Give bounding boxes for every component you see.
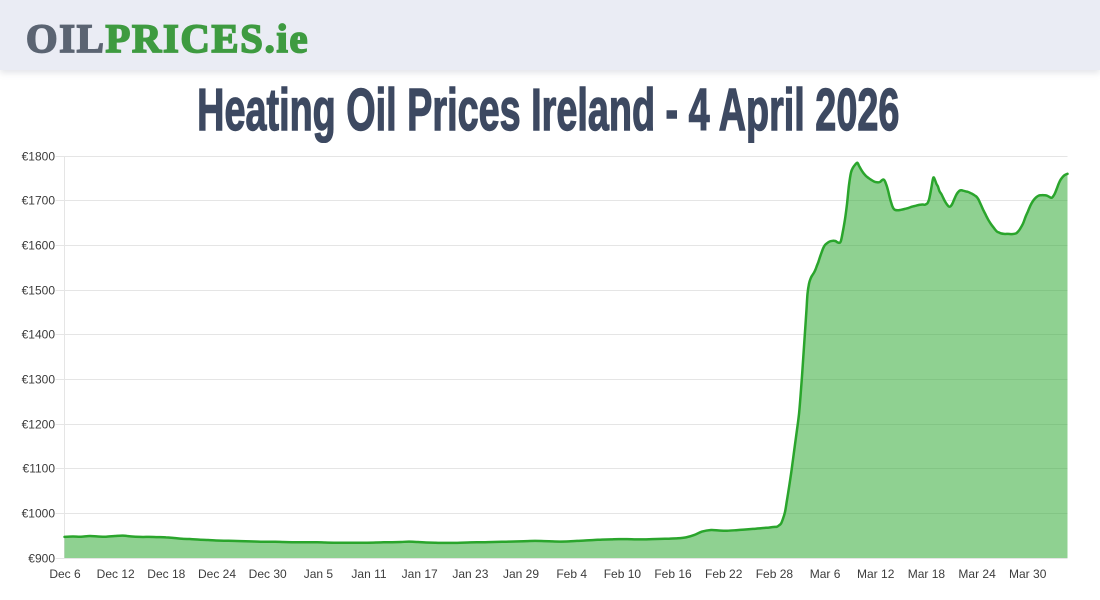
svg-text:Mar 24: Mar 24: [958, 567, 996, 581]
svg-text:Jan 5: Jan 5: [304, 567, 334, 581]
svg-text:€1200: €1200: [22, 418, 56, 432]
svg-text:€1600: €1600: [22, 239, 56, 253]
svg-text:Dec 24: Dec 24: [198, 567, 236, 581]
svg-text:€900: €900: [28, 552, 55, 566]
svg-text:Feb 16: Feb 16: [654, 567, 692, 581]
svg-text:Mar 30: Mar 30: [1009, 567, 1047, 581]
svg-text:Feb 10: Feb 10: [604, 567, 642, 581]
svg-text:Mar 18: Mar 18: [908, 567, 946, 581]
svg-text:Mar 6: Mar 6: [810, 567, 841, 581]
svg-text:Dec 6: Dec 6: [49, 567, 81, 581]
svg-text:Dec 18: Dec 18: [147, 567, 185, 581]
svg-text:€1300: €1300: [22, 373, 56, 387]
svg-text:€1100: €1100: [23, 462, 56, 476]
svg-text:Feb 22: Feb 22: [705, 567, 743, 581]
svg-text:Jan 23: Jan 23: [452, 567, 488, 581]
svg-text:€1500: €1500: [22, 284, 56, 298]
svg-text:Jan 29: Jan 29: [503, 567, 539, 581]
svg-text:Jan 11: Jan 11: [351, 567, 386, 581]
svg-text:Jan 17: Jan 17: [402, 567, 438, 581]
svg-text:Feb 4: Feb 4: [556, 567, 587, 581]
svg-text:€1800: €1800: [22, 150, 56, 164]
svg-text:Feb 28: Feb 28: [756, 567, 794, 581]
svg-text:€1700: €1700: [22, 194, 56, 208]
svg-text:Dec 12: Dec 12: [97, 567, 135, 581]
svg-text:Mar 12: Mar 12: [857, 567, 895, 581]
svg-text:Dec 30: Dec 30: [249, 567, 287, 581]
svg-text:€1000: €1000: [22, 507, 56, 521]
svg-text:€1400: €1400: [22, 328, 56, 342]
